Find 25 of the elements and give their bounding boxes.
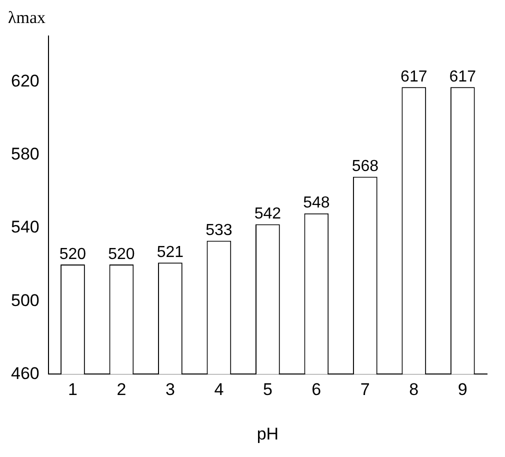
data-label: 617 <box>449 68 476 86</box>
x-tick-label: 2 <box>116 380 126 400</box>
x-tick-label: 4 <box>214 380 224 400</box>
data-label: 520 <box>108 246 135 263</box>
x-tick-label: 1 <box>68 380 78 400</box>
y-tick-label: 460 <box>10 364 40 383</box>
y-tick-label: 620 <box>10 71 40 90</box>
x-tick-label: 6 <box>312 380 322 400</box>
data-label: 533 <box>206 222 232 240</box>
x-tick-label: 7 <box>360 380 370 400</box>
data-label: 521 <box>156 244 184 262</box>
data-label: 617 <box>400 68 428 86</box>
y-tick-label: 500 <box>10 290 40 310</box>
x-tick-label: 8 <box>409 380 419 400</box>
x-tick-label: 9 <box>458 380 468 400</box>
y-axis-title: λmax <box>8 8 46 27</box>
data-label: 520 <box>59 246 86 263</box>
x-axis-title: pH <box>256 424 279 444</box>
data-label: 542 <box>254 206 282 223</box>
x-tick-label: 5 <box>262 380 272 400</box>
x-tick-label: 3 <box>165 380 175 400</box>
y-tick-label: 540 <box>10 218 40 237</box>
data-label: 548 <box>303 194 330 212</box>
y-tick-label: 580 <box>10 144 40 164</box>
data-label: 568 <box>352 158 379 176</box>
